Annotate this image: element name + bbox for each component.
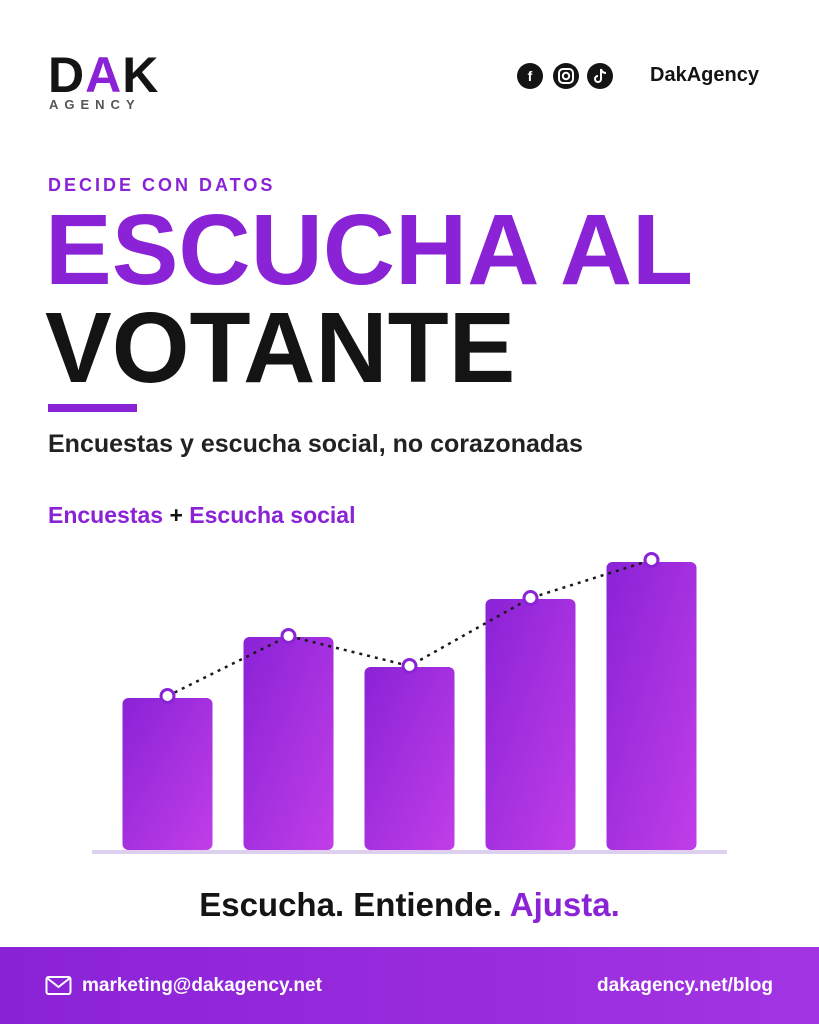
title-underline [48,404,137,412]
footer-url[interactable]: dakagency.net/blog [597,975,773,996]
trend-point [159,688,176,704]
bar [485,599,576,850]
chart [92,552,727,854]
logo-letter: D [48,47,86,103]
bar [122,698,213,850]
trend-point [280,628,297,644]
mail-icon [45,976,72,995]
trend-line [166,558,652,698]
svg-text:f: f [528,68,533,84]
trend-point [522,590,539,606]
legend-joiner: + [169,502,183,528]
logo: DAK [48,46,159,104]
logo-letter: A [85,47,123,103]
tagline: Escucha. Entiende. Ajusta. [0,886,819,924]
legend-entry: Encuestas [48,502,164,528]
legend-entry: Escucha social [189,502,356,528]
tagline-part: Escucha. Entiende. [199,886,502,923]
bar [364,667,455,850]
title-line: ESCUCHA AL [45,194,694,306]
social-icons: f [517,63,613,89]
trend-point [401,658,418,674]
footer-email[interactable]: marketing@dakagency.net [82,975,322,996]
handle[interactable]: DakAgency [650,64,759,86]
legend: Encuestas + Escucha social [48,502,355,529]
subtitle: Encuestas y escucha social, no corazonad… [48,430,583,458]
facebook-icon[interactable] [517,63,543,89]
footer [0,947,819,1024]
bar [243,637,334,850]
bar [606,562,697,850]
trend-point [643,552,660,568]
title-line: VOTANTE [45,292,516,404]
logo-letter: K [122,47,160,103]
logo-sub: AGENCY [49,97,141,112]
tagline-part: Ajusta. [509,886,620,923]
kicker: DECIDE CON DATOS [48,175,276,195]
